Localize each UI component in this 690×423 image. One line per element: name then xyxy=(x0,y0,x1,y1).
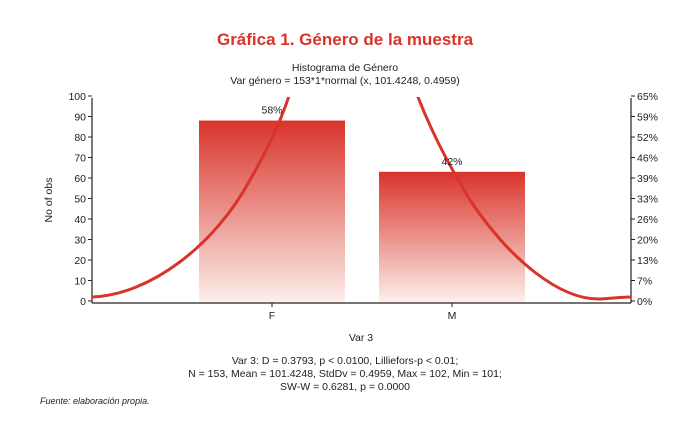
y-tick-label: 100 xyxy=(68,91,86,103)
y-tick-label: 60 xyxy=(74,173,86,185)
stats-line-2: N = 153, Mean = 101.4248, StdDv = 0.4959… xyxy=(188,368,502,380)
y-tick-label: 80 xyxy=(74,132,86,144)
stats-line-3: SW-W = 0.6281, p = 0.0000 xyxy=(280,381,410,393)
x-tick-label: M xyxy=(448,310,457,322)
y-tick-label: 70 xyxy=(74,153,86,165)
y2-tick-label: 26% xyxy=(637,214,658,226)
y2-tick-label: 46% xyxy=(637,153,658,165)
y2-tick-label: 33% xyxy=(637,194,658,206)
y-tick-label: 40 xyxy=(74,214,86,226)
chart-title: Histograma de Género xyxy=(291,62,399,74)
y2-tick-label: 52% xyxy=(637,132,658,144)
chart-subtitle: Var género = 153*1*normal (x, 101.4248, … xyxy=(230,75,460,87)
y2-tick-label: 13% xyxy=(637,255,658,267)
y-tick-label: 20 xyxy=(74,255,86,267)
y-tick-label: 30 xyxy=(74,235,86,247)
normal-fit-curve xyxy=(92,97,631,301)
histogram-chart: 0 10 20 30 40 50 60 70 80 90 100 0% 7% 13% 20% 26% 33% 3… xyxy=(43,91,658,344)
y-tick-label: 0 xyxy=(80,296,86,308)
stats-line-1: Var 3: D = 0.3793, p < 0.0100, Lilliefor… xyxy=(231,355,459,367)
y-tick-label: 50 xyxy=(74,194,86,206)
source-note: Fuente: elaboración propia. xyxy=(40,396,150,406)
y-axis-label: No of obs xyxy=(43,178,55,223)
bar-value-label: 58% xyxy=(261,105,282,117)
y-tick-label: 10 xyxy=(74,276,86,288)
bar-value-label: 42% xyxy=(441,156,462,168)
y-tick-label: 90 xyxy=(74,112,86,124)
y2-tick-label: 0% xyxy=(637,296,652,308)
y2-tick-label: 65% xyxy=(637,91,658,103)
y2-tick-label: 59% xyxy=(637,112,658,124)
figure-heading: Gráfica 1. Género de la muestra xyxy=(216,30,474,49)
y2-tick-label: 39% xyxy=(637,173,658,185)
y2-tick-label: 20% xyxy=(637,235,658,247)
bar-M xyxy=(379,171,525,303)
y2-tick-label: 7% xyxy=(637,276,652,288)
bar-F xyxy=(199,120,345,303)
x-tick-label: F xyxy=(269,310,275,322)
x-axis-label: Var 3 xyxy=(349,332,373,344)
